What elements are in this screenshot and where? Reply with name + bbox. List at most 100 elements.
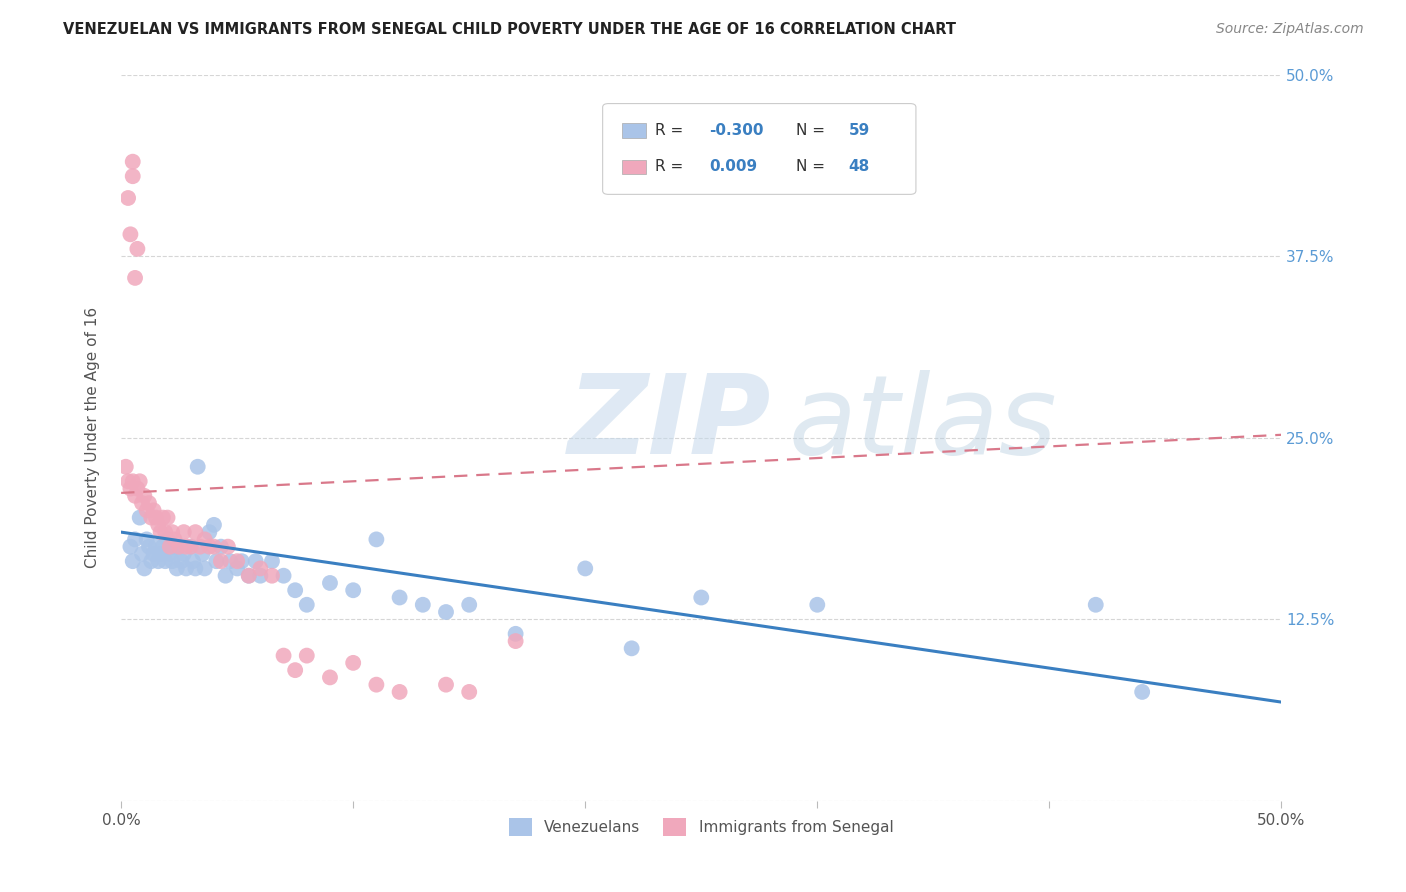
Point [135,533,157,547]
Text: VENEZUELAN VS IMMIGRANTS FROM SENEGAL CHILD POVERTY UNDER THE AGE OF 16 CORRELAT: VENEZUELAN VS IMMIGRANTS FROM SENEGAL CH… [63,22,956,37]
Point [120,227,142,242]
Point [434,678,457,692]
Point [160,525,183,540]
Point [121,154,143,169]
Point [149,547,172,561]
Point [202,517,225,532]
Point [188,540,211,554]
Point [342,583,364,598]
Point [319,576,342,591]
Point [134,489,156,503]
Point [187,459,209,474]
Point [141,510,163,524]
Point [219,554,242,568]
Point [180,540,202,554]
Point [124,533,146,547]
Point [141,554,163,568]
Text: 48: 48 [849,160,870,174]
Point [273,648,295,663]
Point [284,663,307,677]
Point [209,554,232,568]
Point [184,561,207,575]
Text: R =: R = [655,160,688,174]
Point [238,568,260,582]
Point [180,540,202,554]
Point [114,459,136,474]
Point [284,583,307,598]
Point [260,568,283,582]
Point [806,598,828,612]
Point [574,561,596,575]
Point [156,533,179,547]
Text: ZIP: ZIP [568,369,772,476]
Point [245,554,267,568]
Point [124,271,146,285]
Point [319,670,342,684]
Point [226,561,249,575]
Point [342,656,364,670]
Point [152,510,174,524]
Point [142,547,165,561]
Point [131,496,153,510]
Point [138,540,160,554]
Point [145,540,167,554]
Point [173,525,195,540]
Point [434,605,457,619]
Point [388,591,411,605]
Point [159,540,181,554]
Point [152,540,174,554]
Point [198,540,221,554]
Point [231,554,253,568]
Point [226,554,249,568]
Point [181,554,204,568]
Text: N =: N = [796,123,831,138]
Point [120,540,142,554]
Point [209,540,232,554]
Point [128,475,150,489]
Point [127,482,149,496]
Point [388,685,411,699]
Point [148,554,170,568]
Point [505,627,527,641]
Point [412,598,434,612]
Point [1130,685,1153,699]
Point [117,475,139,489]
Text: -0.300: -0.300 [710,123,763,138]
Point [194,561,217,575]
Point [173,547,195,561]
Point [191,547,214,561]
Point [120,482,142,496]
Point [167,540,190,554]
Point [163,533,186,547]
Point [148,517,170,532]
Point [138,496,160,510]
Point [458,598,481,612]
FancyBboxPatch shape [623,123,645,137]
Point [145,510,167,524]
Point [194,533,217,547]
Point [128,510,150,524]
Point [149,525,172,540]
Point [174,540,197,554]
Point [184,525,207,540]
Point [273,568,295,582]
Text: 59: 59 [849,123,870,138]
Point [505,634,527,648]
Point [238,568,260,582]
Point [295,598,318,612]
Point [134,561,156,575]
Point [131,547,153,561]
Point [160,554,183,568]
Point [121,475,143,489]
Point [690,591,713,605]
Point [620,641,643,656]
Point [205,554,228,568]
Text: Source: ZipAtlas.com: Source: ZipAtlas.com [1216,22,1364,37]
Point [366,678,388,692]
Point [260,554,283,568]
Point [249,568,271,582]
Y-axis label: Child Poverty Under the Age of 16: Child Poverty Under the Age of 16 [86,307,100,568]
Legend: Venezuelans, Immigrants from Senegal: Venezuelans, Immigrants from Senegal [502,810,901,844]
Point [198,525,221,540]
Point [174,561,197,575]
